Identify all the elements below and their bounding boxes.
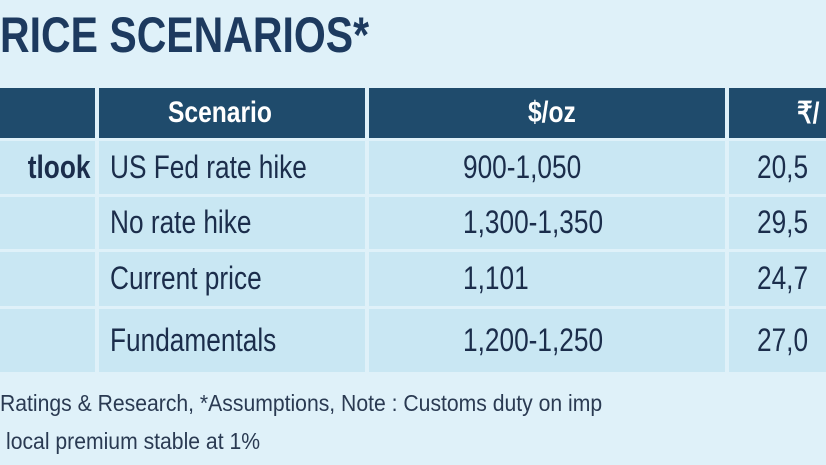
cell-text: Current price bbox=[110, 260, 295, 297]
table-cell bbox=[0, 309, 95, 372]
cell-value: 24,7 bbox=[757, 260, 809, 296]
table-cell bbox=[729, 197, 826, 249]
table-cell bbox=[99, 197, 365, 249]
cell-value: 900-1,050 bbox=[463, 148, 582, 185]
table-cell bbox=[369, 197, 725, 249]
cell-text: 20,5 bbox=[757, 149, 819, 186]
cell-text: 1,200-1,250 bbox=[463, 322, 634, 359]
table-cell bbox=[729, 141, 826, 194]
column-header: $/oz bbox=[528, 96, 576, 129]
title: RICE SCENARIOS* bbox=[0, 7, 370, 63]
footnote: local premium stable at 1% bbox=[6, 428, 261, 454]
cell-value: 20,5 bbox=[757, 148, 809, 185]
table-cell bbox=[369, 141, 725, 194]
row-label-text: tlook bbox=[27, 148, 90, 185]
table-cell bbox=[729, 252, 826, 306]
header-cell bbox=[369, 88, 725, 138]
cell-text: US Fed rate hike bbox=[110, 149, 350, 186]
table-cell bbox=[0, 197, 95, 249]
cell-text: 24,7 bbox=[757, 260, 819, 297]
cell-value: 29,5 bbox=[757, 204, 809, 240]
cell-value: US Fed rate hike bbox=[110, 148, 307, 185]
cell-value: 1,200-1,250 bbox=[463, 321, 604, 358]
table-cell bbox=[0, 252, 95, 306]
cell-value: Current price bbox=[110, 260, 262, 296]
cell-value: 1,300-1,350 bbox=[463, 204, 604, 240]
cell-text: Fundamentals bbox=[110, 322, 313, 359]
table-cell bbox=[99, 141, 365, 194]
table-cell bbox=[0, 141, 95, 194]
cell-text: 1,300-1,350 bbox=[463, 204, 634, 241]
cell-value: No rate hike bbox=[110, 204, 252, 240]
row-label: tlook bbox=[14, 149, 90, 186]
cell-text: 1,101 bbox=[463, 260, 543, 297]
footnote: Ratings & Research, *Assumptions, Note :… bbox=[0, 390, 603, 416]
cell-text: No rate hike bbox=[110, 204, 283, 241]
cell-text: 29,5 bbox=[757, 204, 819, 241]
cell-value: 27,0 bbox=[757, 321, 809, 358]
table-cell bbox=[369, 309, 725, 372]
header-cell bbox=[99, 88, 365, 138]
column-header: Scenario bbox=[168, 96, 272, 129]
column-header: ₹/ bbox=[797, 97, 820, 130]
table-cell bbox=[99, 309, 365, 372]
header-cell bbox=[729, 88, 826, 138]
table-cell bbox=[369, 252, 725, 306]
cell-text: 900-1,050 bbox=[463, 149, 607, 186]
cell-value: Fundamentals bbox=[110, 321, 277, 358]
table-cell bbox=[99, 252, 365, 306]
cell-text: 27,0 bbox=[757, 322, 819, 359]
cell-value: 1,101 bbox=[463, 260, 529, 296]
table-cell bbox=[729, 309, 826, 372]
header-cell bbox=[0, 88, 95, 138]
